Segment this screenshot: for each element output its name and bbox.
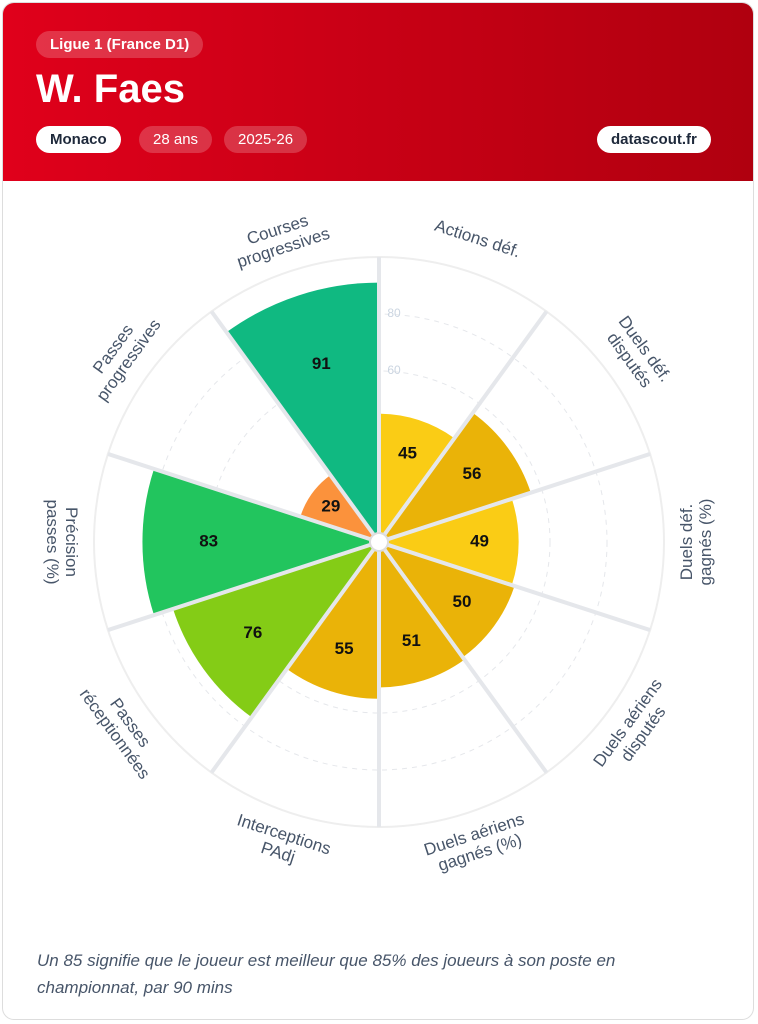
- spoke: [107, 452, 380, 544]
- wedge: [226, 282, 379, 542]
- footnote: Un 85 signifie que le joueur est meilleu…: [37, 951, 616, 997]
- category-label: Actions déf.: [432, 216, 522, 262]
- wedge: [286, 542, 379, 699]
- slice-bg: [106, 310, 382, 544]
- age-pill: 28 ans: [139, 126, 213, 153]
- center-dot: [369, 532, 389, 552]
- slice-bg: [375, 452, 665, 632]
- spoke: [378, 452, 651, 544]
- header: Ligue 1 (France D1) W. Faes Monaco 28 an…: [3, 3, 753, 181]
- value-label: 51: [402, 631, 421, 650]
- category-label: Duels déf. gagnés (%): [677, 499, 715, 586]
- season-pill: 2025-26: [224, 126, 308, 153]
- tick-label: 60: [387, 363, 401, 377]
- spoke: [377, 310, 549, 544]
- brand-pill: datascout.fr: [597, 126, 711, 153]
- category-line: Actions déf.: [432, 216, 522, 262]
- value-label: 76: [243, 623, 262, 642]
- spoke: [377, 540, 549, 774]
- value-label: 49: [470, 531, 489, 550]
- spoke: [107, 540, 380, 632]
- league-pill: Ligue 1 (France D1): [36, 31, 204, 58]
- value-label: 55: [335, 639, 354, 658]
- spoke: [209, 540, 381, 774]
- wedge: [173, 542, 379, 718]
- value-label: 91: [312, 354, 331, 373]
- wedge: [379, 498, 519, 586]
- grid-circle: [207, 370, 551, 714]
- value-label: 50: [453, 592, 472, 611]
- player-name: W. Faes: [36, 67, 185, 111]
- tick-label: 80: [387, 306, 401, 320]
- team-pill: Monaco: [36, 126, 121, 153]
- wedge: [142, 468, 379, 616]
- spoke: [378, 540, 651, 632]
- category-line: Précision: [62, 507, 81, 577]
- wedge: [300, 475, 379, 542]
- spoke: [209, 310, 381, 544]
- value-label: 29: [321, 497, 340, 516]
- category-line: Duels déf.: [677, 504, 696, 581]
- category-line: passes (%): [43, 499, 62, 584]
- value-label: 45: [398, 444, 417, 463]
- wedge: [379, 542, 515, 658]
- value-label: 83: [199, 531, 218, 550]
- wedge: [379, 413, 455, 542]
- wedge: [379, 542, 465, 688]
- value-label: 56: [463, 464, 482, 483]
- category-line: gagnés (%): [696, 499, 715, 586]
- wedge: [379, 412, 531, 542]
